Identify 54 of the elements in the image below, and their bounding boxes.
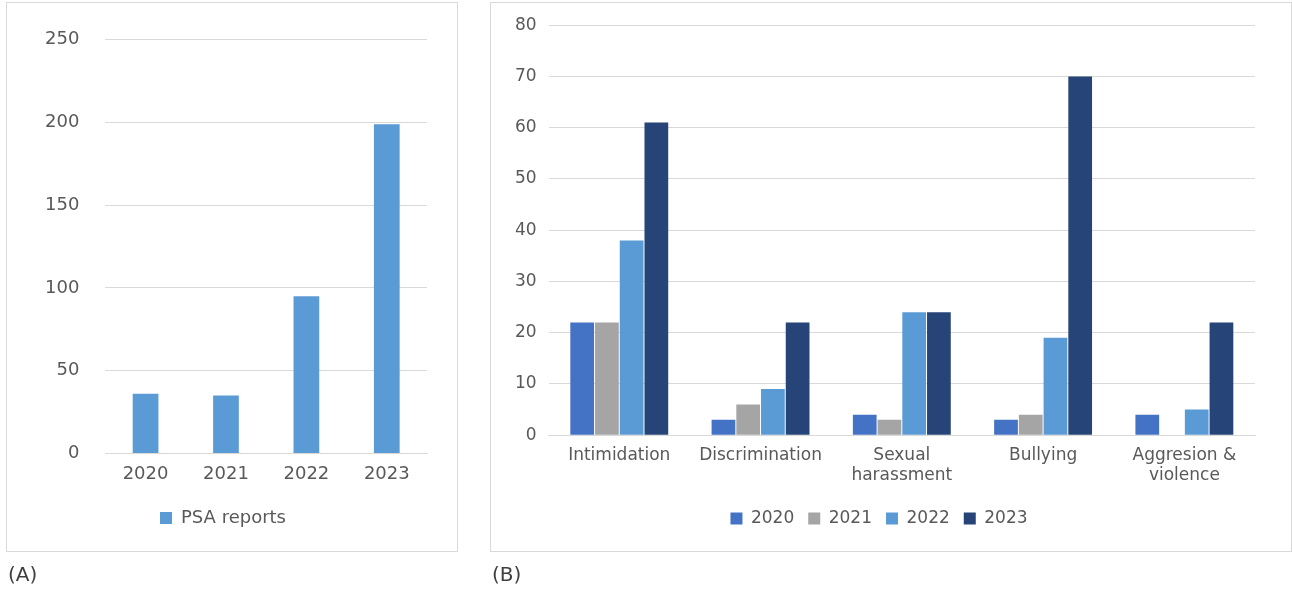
bar [373, 124, 400, 453]
legend-label: 2020 [750, 506, 795, 527]
bar [213, 395, 239, 453]
legend-label: 2023 [984, 506, 1028, 527]
x-tick-label: Intimidation [568, 443, 671, 464]
bar [132, 393, 159, 453]
bar [785, 322, 810, 435]
y-tick-label: 80 [514, 13, 537, 34]
legend-label: PSA reports [181, 505, 287, 527]
bar [994, 419, 1018, 435]
text: (B) [492, 562, 522, 586]
y-tick-label: 0 [525, 423, 537, 444]
x-tick-label: Sexual harassment [851, 443, 953, 485]
bar [877, 419, 902, 435]
x-tick-label: 2023 [363, 461, 410, 483]
x-tick-label: Bullying [1008, 443, 1078, 464]
bar [761, 389, 785, 435]
x-tick-label: 2021 [203, 461, 249, 483]
y-tick-label: 50 [514, 167, 537, 188]
x-tick-label: Discrimination [699, 443, 822, 464]
y-tick-label: 100 [45, 275, 80, 297]
y-tick-label: 40 [514, 218, 537, 239]
y-tick-label: 60 [514, 116, 537, 137]
bar [1184, 409, 1209, 435]
y-tick-label: 50 [56, 358, 80, 380]
bar [570, 322, 595, 435]
bar [852, 414, 877, 435]
bar [1018, 414, 1043, 435]
y-tick-label: 20 [514, 321, 537, 342]
bar [711, 419, 736, 435]
y-tick-label: 70 [514, 64, 537, 85]
bar [902, 312, 927, 435]
bar [293, 296, 320, 453]
y-tick-label: 250 [45, 27, 80, 49]
y-tick-label: 0 [67, 441, 80, 463]
y-tick-label: 10 [514, 372, 537, 393]
bar [644, 122, 669, 435]
legend-label: 2022 [906, 506, 950, 527]
bar [736, 404, 761, 435]
legend-label: 2021 [828, 506, 872, 527]
y-tick-label: 30 [514, 269, 537, 290]
x-tick-label: 2020 [122, 461, 169, 483]
y-tick-label: 200 [45, 110, 80, 132]
bar [1209, 322, 1234, 435]
bar [1068, 76, 1093, 435]
bar [1043, 337, 1068, 435]
bar [619, 240, 644, 435]
x-tick-label: Aggresion & violence [1132, 443, 1237, 485]
x-tick-label: 2022 [283, 461, 330, 483]
text: (A) [8, 562, 38, 586]
bar [595, 322, 619, 435]
y-tick-label: 150 [45, 192, 80, 214]
bar [927, 312, 951, 435]
bar [1135, 414, 1160, 435]
